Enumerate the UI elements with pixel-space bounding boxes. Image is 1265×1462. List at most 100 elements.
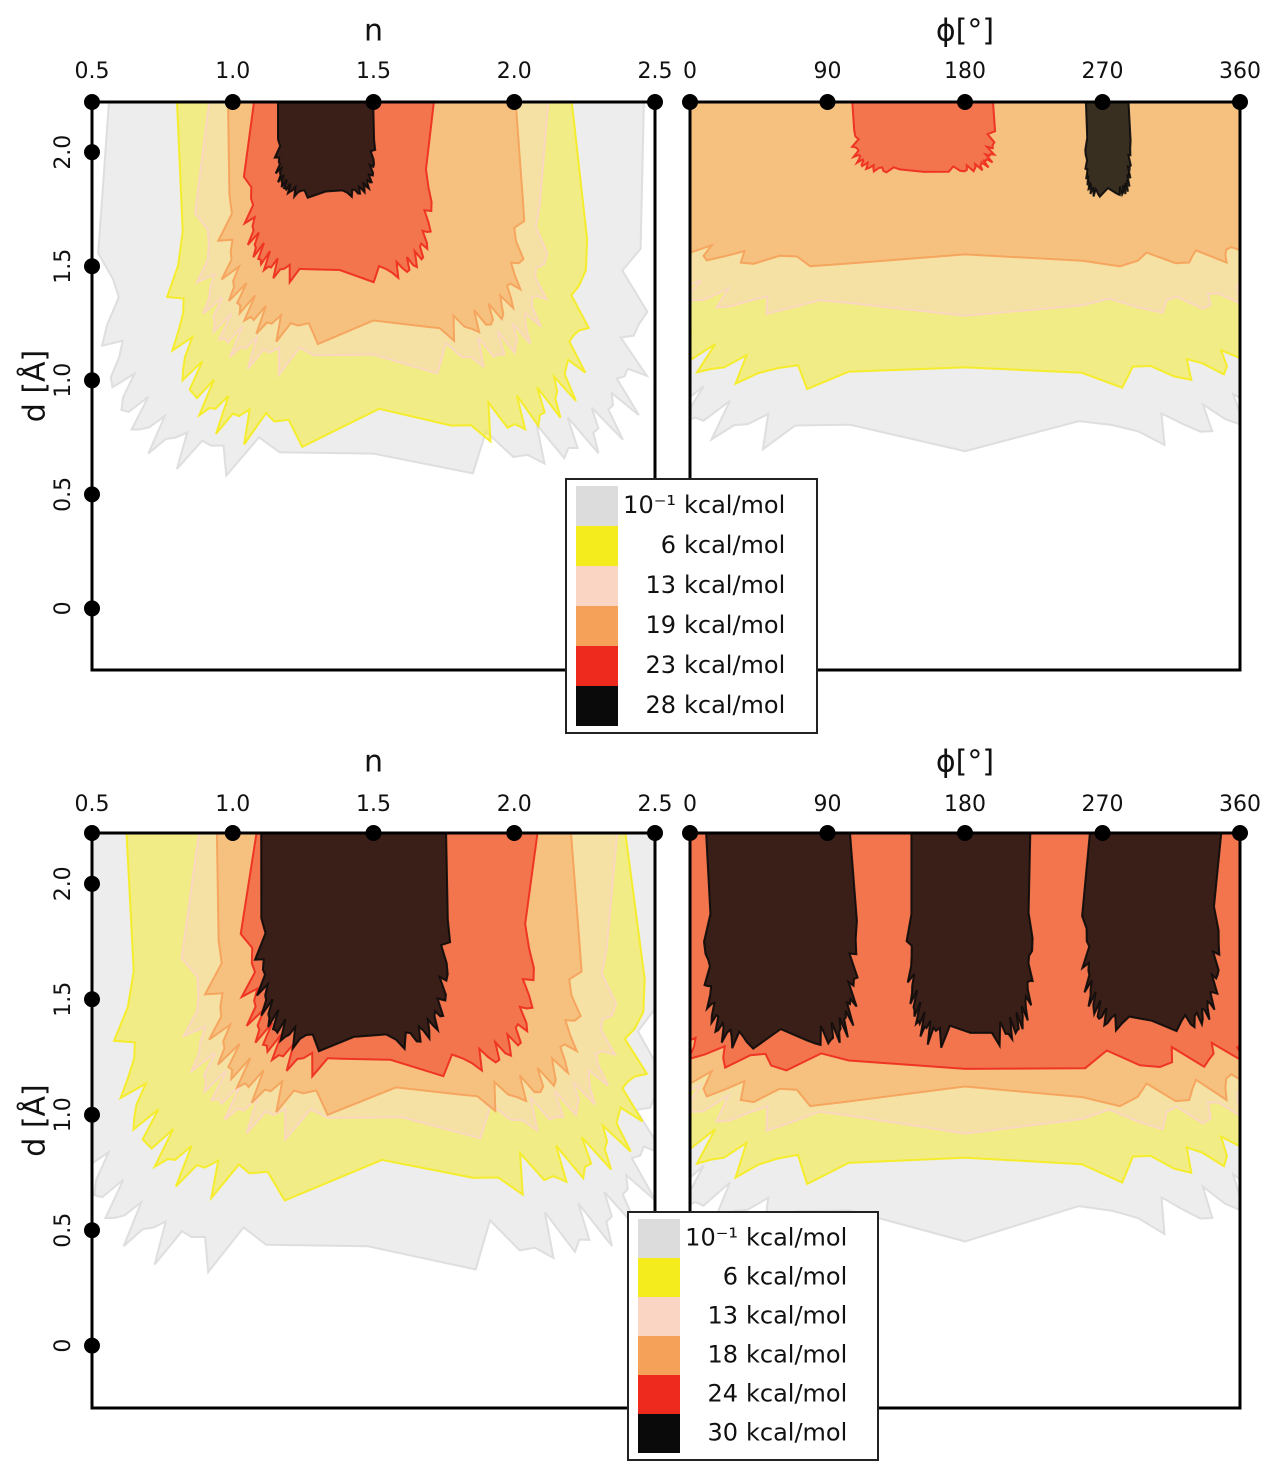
isosurface — [273, 102, 377, 200]
x-tick — [506, 825, 523, 841]
x-tick — [84, 94, 100, 110]
x-tick-label: 0.5 — [75, 59, 110, 84]
x-tick-label: 1.0 — [215, 792, 250, 817]
x-tick-label: 0.5 — [75, 792, 110, 817]
isosurface — [702, 833, 859, 1051]
isosurface — [253, 833, 452, 1053]
legend-level: 28 — [645, 691, 676, 719]
legend-level: 6 — [723, 1263, 738, 1291]
legend-level: 10⁻¹ — [623, 491, 676, 519]
y-tick-label: 2.0 — [51, 135, 76, 170]
legend-unit: kcal/mol — [746, 1263, 847, 1291]
legend-swatch — [638, 1336, 680, 1375]
x-tick — [365, 825, 382, 841]
y-tick — [84, 991, 100, 1008]
x-tick-label: 270 — [1082, 792, 1124, 817]
isosurface — [1080, 833, 1223, 1034]
legend-level: 6 — [661, 531, 676, 559]
x-tick-label: 2.0 — [497, 59, 532, 84]
legend-level: 19 — [645, 611, 676, 639]
chart: n 0.5 1.0 1.5 2.0 2.5 ϕ[°] 0 90 180 270 360 0 0.5 1.0 1… — [17, 14, 1261, 734]
x-tick — [224, 94, 241, 110]
x-tick — [1094, 94, 1111, 110]
legend-level: 18 — [707, 1341, 738, 1369]
legend-swatch — [638, 1297, 680, 1336]
y-tick — [84, 1106, 100, 1123]
isosurface — [850, 102, 997, 174]
x-axis-title: n — [364, 745, 383, 780]
x-tick-label: 180 — [944, 59, 986, 84]
x-tick — [957, 94, 973, 110]
legend-unit: kcal/mol — [684, 531, 785, 559]
legend: 10⁻¹ kcal/mol 6 kcal/mol 13 kcal/mol 18 kcal/mo… — [627, 1211, 879, 1461]
legend-level: 10⁻¹ — [685, 1224, 738, 1252]
isosurfaces — [97, 102, 650, 478]
y-tick-label: 1.0 — [51, 1097, 76, 1132]
y-tick — [84, 258, 100, 275]
legend-unit: kcal/mol — [746, 1341, 847, 1369]
x-tick — [1232, 94, 1248, 110]
legend: 10⁻¹ kcal/mol 6 kcal/mol 13 kcal/mol 19 kcal/mo… — [565, 478, 818, 734]
legend-level: 30 — [707, 1419, 738, 1447]
legend-unit: kcal/mol — [746, 1224, 847, 1252]
legend-swatch — [576, 566, 618, 606]
x-tick-label: 270 — [1082, 59, 1124, 84]
x-tick — [1232, 825, 1248, 841]
x-tick — [365, 94, 382, 110]
legend-unit: kcal/mol — [684, 691, 785, 719]
legend-swatch — [576, 486, 618, 526]
x-tick-label: 360 — [1219, 792, 1261, 817]
legend-level: 24 — [707, 1380, 738, 1408]
x-axis-title: ϕ[°] — [936, 745, 994, 780]
y-tick-label: 2.0 — [51, 866, 76, 901]
x-tick-label: 1.0 — [215, 59, 250, 84]
legend-unit: kcal/mol — [746, 1302, 847, 1330]
x-tick-label: 90 — [814, 59, 842, 84]
y-tick — [84, 486, 100, 503]
y-tick — [84, 372, 100, 389]
isosurface — [905, 833, 1034, 1050]
x-tick-label: 360 — [1219, 59, 1261, 84]
x-tick — [819, 825, 836, 841]
x-tick — [224, 825, 241, 841]
legend-unit: kcal/mol — [684, 491, 785, 519]
y-axis-title: d [Å] — [17, 350, 53, 423]
x-tick — [647, 825, 663, 841]
x-tick — [819, 94, 836, 110]
x-tick-label: 2.5 — [638, 59, 673, 84]
x-tick-label: 180 — [944, 792, 986, 817]
legend-level: 23 — [645, 651, 676, 679]
x-tick-label: 2.0 — [497, 792, 532, 817]
y-tick-label: 0.5 — [51, 477, 76, 512]
x-tick — [647, 94, 663, 110]
isosurfaces — [690, 833, 1240, 1243]
isosurfaces — [690, 102, 1240, 453]
x-tick-label: 0 — [683, 792, 697, 817]
y-tick-label: 1.0 — [51, 363, 76, 398]
y-tick — [84, 144, 100, 161]
legend-unit: kcal/mol — [684, 571, 785, 599]
y-tick — [84, 1222, 100, 1239]
x-tick-label: 90 — [814, 792, 842, 817]
x-axis-title: n — [364, 14, 383, 49]
chart: n 0.5 1.0 1.5 2.0 2.5 ϕ[°] 0 90 180 270 360 0 0.5 1.0 1… — [17, 745, 1261, 1461]
x-tick-label: 1.5 — [356, 59, 391, 84]
x-tick — [84, 825, 100, 841]
x-tick-label: 0 — [683, 59, 697, 84]
legend-swatch — [638, 1219, 680, 1258]
x-tick — [682, 825, 698, 841]
legend-swatch — [638, 1414, 680, 1453]
x-tick-label: 2.5 — [638, 792, 673, 817]
legend-swatch — [576, 606, 618, 646]
legend-swatch — [576, 646, 618, 686]
y-tick — [84, 875, 100, 892]
legend-unit: kcal/mol — [746, 1380, 847, 1408]
isosurface — [1084, 102, 1132, 199]
legend-unit: kcal/mol — [746, 1419, 847, 1447]
x-tick-label: 1.5 — [356, 792, 391, 817]
y-tick-label: 1.5 — [51, 982, 76, 1017]
legend-swatch — [638, 1375, 680, 1414]
legend-unit: kcal/mol — [684, 611, 785, 639]
y-tick-label: 0 — [51, 601, 76, 615]
